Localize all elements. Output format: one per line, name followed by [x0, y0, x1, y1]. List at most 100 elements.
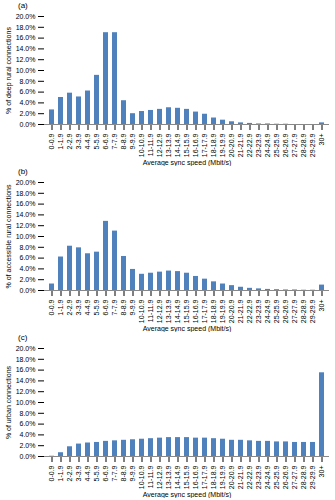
svg-text:6.0%: 6.0%: [20, 254, 36, 261]
svg-text:22-22.9: 22-22.9: [246, 465, 253, 489]
svg-text:6-6.9: 6-6.9: [102, 465, 109, 481]
svg-text:6-6.9: 6-6.9: [102, 133, 109, 149]
svg-text:7-7.9: 7-7.9: [111, 465, 118, 481]
svg-text:18.0%: 18.0%: [16, 356, 36, 363]
svg-text:0.0%: 0.0%: [20, 287, 36, 294]
svg-text:21-21.9: 21-21.9: [237, 299, 244, 323]
svg-text:2-2.9: 2-2.9: [66, 133, 73, 149]
svg-text:28-28.9: 28-28.9: [300, 465, 307, 489]
svg-text:Average sync speed (Mbit/s): Average sync speed (Mbit/s): [143, 159, 232, 167]
svg-text:24-24.9: 24-24.9: [264, 465, 271, 489]
svg-text:20-20.9: 20-20.9: [228, 133, 235, 157]
svg-text:10-10.9: 10-10.9: [138, 299, 145, 323]
svg-text:2-2.9: 2-2.9: [66, 465, 73, 481]
svg-text:20.0%: 20.0%: [16, 345, 36, 352]
svg-text:16.0%: 16.0%: [16, 366, 36, 373]
svg-text:21-21.9: 21-21.9: [237, 133, 244, 157]
svg-text:27-27.9: 27-27.9: [291, 133, 298, 157]
svg-text:29-29.9: 29-29.9: [309, 299, 316, 323]
svg-text:16-16.9: 16-16.9: [192, 299, 199, 323]
svg-text:30+: 30+: [318, 134, 325, 146]
svg-text:8-8.9: 8-8.9: [120, 465, 127, 481]
svg-text:29-29.9: 29-29.9: [309, 133, 316, 157]
svg-text:2.0%: 2.0%: [20, 276, 36, 283]
svg-text:16-16.9: 16-16.9: [192, 133, 199, 157]
svg-text:% of urban connections: % of urban connections: [5, 365, 12, 439]
svg-text:12-12.9: 12-12.9: [156, 133, 163, 157]
svg-text:5-5.9: 5-5.9: [93, 465, 100, 481]
svg-text:26-26.9: 26-26.9: [282, 133, 289, 157]
svg-text:10.0%: 10.0%: [16, 67, 36, 74]
svg-text:17-17.9: 17-17.9: [201, 133, 208, 157]
svg-text:12.0%: 12.0%: [16, 56, 36, 63]
svg-text:20.0%: 20.0%: [16, 179, 36, 186]
svg-text:0-0.9: 0-0.9: [48, 465, 55, 481]
svg-text:27-27.9: 27-27.9: [291, 299, 298, 323]
svg-text:28-28.9: 28-28.9: [300, 299, 307, 323]
svg-text:24-24.9: 24-24.9: [264, 299, 271, 323]
svg-text:6.0%: 6.0%: [20, 88, 36, 95]
svg-text:23-23.9: 23-23.9: [255, 299, 262, 323]
svg-text:2-2.9: 2-2.9: [66, 299, 73, 315]
svg-text:14-14.9: 14-14.9: [174, 133, 181, 157]
svg-text:29-29.9: 29-29.9: [309, 465, 316, 489]
svg-text:20.0%: 20.0%: [16, 13, 36, 20]
svg-text:6.0%: 6.0%: [20, 420, 36, 427]
svg-text:1-1.9: 1-1.9: [57, 299, 64, 315]
svg-text:16.0%: 16.0%: [16, 200, 36, 207]
svg-text:15-15.9: 15-15.9: [183, 465, 190, 489]
svg-text:15-15.9: 15-15.9: [183, 133, 190, 157]
svg-text:13-13.9: 13-13.9: [165, 299, 172, 323]
svg-text:8-8.9: 8-8.9: [120, 299, 127, 315]
svg-text:18-18.9: 18-18.9: [210, 299, 217, 323]
svg-text:2.0%: 2.0%: [20, 442, 36, 449]
svg-text:18-18.9: 18-18.9: [210, 133, 217, 157]
svg-text:3-3.9: 3-3.9: [75, 465, 82, 481]
svg-text:4-4.9: 4-4.9: [84, 465, 91, 481]
svg-text:14.0%: 14.0%: [16, 377, 36, 384]
svg-text:4-4.9: 4-4.9: [84, 299, 91, 315]
svg-text:21-21.9: 21-21.9: [237, 465, 244, 489]
svg-text:10.0%: 10.0%: [16, 233, 36, 240]
svg-text:30+: 30+: [318, 300, 325, 312]
svg-text:12.0%: 12.0%: [16, 388, 36, 395]
svg-text:13-13.9: 13-13.9: [165, 465, 172, 489]
svg-text:16-16.9: 16-16.9: [192, 465, 199, 489]
svg-text:10.0%: 10.0%: [16, 399, 36, 406]
svg-text:15-15.9: 15-15.9: [183, 299, 190, 323]
svg-text:12.0%: 12.0%: [16, 222, 36, 229]
svg-text:0.0%: 0.0%: [20, 121, 36, 128]
svg-text:18.0%: 18.0%: [16, 190, 36, 197]
svg-text:25-25.9: 25-25.9: [273, 299, 280, 323]
svg-text:25-25.9: 25-25.9: [273, 465, 280, 489]
svg-text:14.0%: 14.0%: [16, 45, 36, 52]
svg-text:23-23.9: 23-23.9: [255, 465, 262, 489]
svg-text:28-28.9: 28-28.9: [300, 133, 307, 157]
svg-text:14-14.9: 14-14.9: [174, 299, 181, 323]
svg-text:13-13.9: 13-13.9: [165, 133, 172, 157]
svg-text:0-0.9: 0-0.9: [48, 133, 55, 149]
svg-text:26-26.9: 26-26.9: [282, 465, 289, 489]
svg-text:20-20.9: 20-20.9: [228, 465, 235, 489]
svg-text:10-10.9: 10-10.9: [138, 133, 145, 157]
svg-text:12-12.9: 12-12.9: [156, 299, 163, 323]
svg-text:22-22.9: 22-22.9: [246, 299, 253, 323]
svg-text:27-27.9: 27-27.9: [291, 465, 298, 489]
svg-text:9-9.9: 9-9.9: [129, 299, 136, 315]
svg-text:22-22.9: 22-22.9: [246, 133, 253, 157]
svg-text:8-8.9: 8-8.9: [120, 133, 127, 149]
svg-text:4.0%: 4.0%: [20, 431, 36, 438]
svg-text:11-11.9: 11-11.9: [147, 465, 154, 488]
svg-text:11-11.9: 11-11.9: [147, 133, 154, 156]
svg-text:1-1.9: 1-1.9: [57, 133, 64, 149]
svg-text:19-19.9: 19-19.9: [219, 465, 226, 489]
svg-text:17-17.9: 17-17.9: [201, 465, 208, 489]
svg-text:Average sync speed (Mbit/s): Average sync speed (Mbit/s): [143, 325, 232, 333]
svg-text:19-19.9: 19-19.9: [219, 133, 226, 157]
svg-text:7-7.9: 7-7.9: [111, 299, 118, 315]
svg-text:4.0%: 4.0%: [20, 265, 36, 272]
svg-text:12-12.9: 12-12.9: [156, 465, 163, 489]
svg-text:5-5.9: 5-5.9: [93, 133, 100, 149]
svg-text:14.0%: 14.0%: [16, 211, 36, 218]
svg-text:3-3.9: 3-3.9: [75, 299, 82, 315]
